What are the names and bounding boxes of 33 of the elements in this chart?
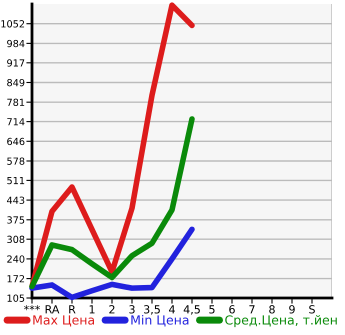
x-tick-label: 6: [229, 305, 235, 314]
x-tick-label: 3: [129, 305, 135, 314]
x-tick-label: 5: [209, 305, 215, 314]
legend-label: Сред.Цена, т.йен: [225, 315, 337, 328]
x-tick-label: 8: [269, 305, 275, 314]
x-tick-label: ***: [24, 305, 40, 310]
y-tick-label: 375: [7, 216, 24, 224]
legend-label: Min Цена: [131, 315, 188, 326]
y-tick-label: 105: [8, 294, 24, 302]
x-tick-label: RA: [46, 305, 60, 314]
y-tick-label: 578: [7, 157, 24, 165]
legend-label: Max Цена: [33, 315, 94, 326]
x-tick-label: 9: [289, 305, 295, 314]
y-tick-label: 646: [7, 138, 24, 146]
y-tick-label: 984: [7, 40, 25, 48]
y-tick-label: 849: [7, 78, 24, 86]
y-tick-label: 443: [6, 196, 24, 204]
x-tick-label: 4,5: [184, 305, 200, 315]
x-tick-label: R: [69, 305, 76, 314]
y-tick-label: 511: [7, 177, 24, 184]
y-tick-label: 172: [8, 275, 24, 282]
x-tick-label: 1: [90, 305, 95, 314]
x-tick-label: 4: [169, 305, 175, 314]
y-tick-label: 917: [7, 59, 24, 67]
y-tick-label: 1052: [1, 20, 24, 28]
x-tick-label: 7: [249, 305, 255, 314]
y-tick-label: 714: [7, 118, 25, 126]
x-tick-label: 3,5: [144, 305, 160, 315]
y-tick-label: 240: [7, 255, 24, 263]
y-tick-label: 781: [7, 98, 24, 106]
x-tick-label: 2: [109, 305, 114, 314]
x-tick-label: S: [309, 305, 315, 314]
y-tick-label: 308: [7, 236, 24, 244]
